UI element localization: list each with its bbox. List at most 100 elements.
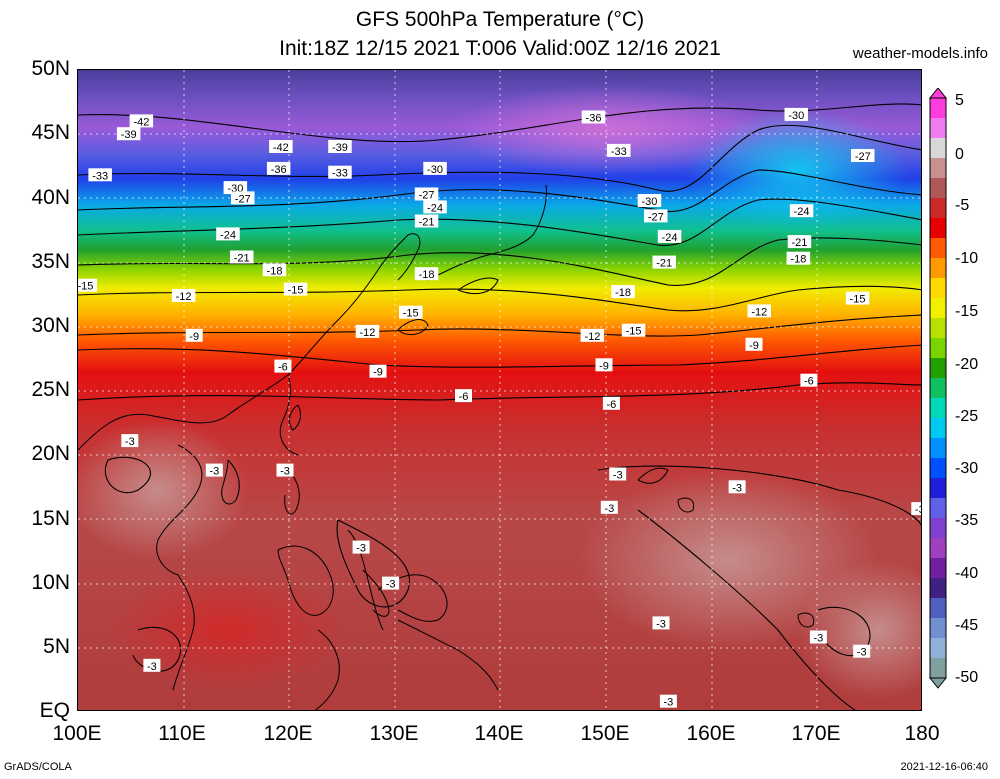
contour-label: -15: [845, 291, 870, 306]
contour-label: -6: [274, 359, 292, 374]
colorbar-band: [930, 458, 946, 479]
contour-label-bg: [276, 463, 294, 477]
contour-label-bg: [644, 209, 668, 223]
contour-label-text: -9: [189, 331, 199, 343]
contour-label-text: -42: [273, 142, 289, 154]
contour-label-text: -3: [857, 647, 867, 659]
colorbar-band: [930, 98, 946, 119]
contour-label: -3: [143, 658, 161, 673]
contour-label-bg: [659, 694, 677, 708]
colorbar-band: [930, 438, 946, 459]
contour-label: -21: [787, 235, 812, 249]
contour-label: -33: [88, 168, 112, 182]
contour-label-text: -24: [794, 206, 810, 218]
lat-label-10n: 10N: [31, 571, 70, 594]
contour-label: -30: [637, 194, 662, 208]
contour-label: -18: [414, 267, 439, 281]
lat-label-eq: EQ: [39, 699, 70, 722]
software-credit: GrADS/COLA: [4, 761, 72, 773]
contour-label-text: -3: [604, 503, 614, 515]
colorbar-band: [930, 158, 946, 179]
contour-label-text: -18: [267, 265, 283, 277]
contour-label-bg: [328, 140, 352, 153]
colorbar-band: [930, 118, 946, 139]
contour-label: -3: [728, 480, 746, 494]
colorbar-band: [930, 378, 946, 399]
contour-label-text: -12: [359, 327, 375, 339]
contour-label-text: -9: [599, 360, 609, 372]
contour-label: -27: [851, 149, 875, 163]
contour-label-text: -15: [403, 308, 419, 320]
colorbar-label-m50: -50: [955, 669, 979, 686]
lon-label-160e: 160E: [686, 722, 736, 745]
contour-label: -3: [352, 540, 370, 555]
lon-label-170e: 170E: [791, 722, 841, 745]
contour-label-bg: [580, 328, 605, 342]
lat-label-30n: 30N: [31, 314, 70, 337]
colorbar-band: [930, 298, 946, 319]
contour-label-bg: [600, 500, 618, 514]
colorbar-band: [930, 238, 946, 259]
lat-label-25n: 25N: [31, 378, 70, 401]
contour-label-text: -3: [280, 466, 290, 478]
lon-label-120e: 120E: [263, 722, 313, 745]
contour-label: -9: [595, 358, 613, 372]
colorbar-band: [930, 258, 946, 279]
map-canvas: -42-39-42 -39-36 -33 -30-36-33-30-27-33-30-…: [78, 70, 921, 710]
colorbar-bands: [929, 97, 947, 679]
colorbar-band: [930, 498, 946, 519]
colorbar-band: [930, 338, 946, 359]
contour-label: -9: [369, 364, 387, 379]
contour-label: -9: [745, 337, 763, 352]
cold-trough-area: [448, 85, 768, 175]
lat-label-50n: 50N: [31, 57, 70, 80]
contour-label-bg: [652, 616, 670, 630]
contour-label-text: -3: [656, 618, 666, 630]
colorbar-band: [930, 318, 946, 339]
contour-label-text: -36: [271, 164, 287, 176]
contour-label-bg: [121, 434, 139, 448]
contour-label-text: -24: [662, 232, 678, 244]
contour-label-bg: [230, 250, 254, 264]
contour-label: -9: [185, 328, 203, 343]
contour-label: -21: [230, 250, 254, 265]
lat-label-20n: 20N: [31, 442, 70, 465]
contour-label: -3: [382, 576, 400, 591]
contour-label-bg: [657, 229, 682, 243]
contour-label-bg: [355, 324, 380, 338]
contour-label: -12: [171, 289, 196, 303]
contour-label-bg: [205, 463, 223, 477]
contour-labels: -42-39-42 -39-36 -33 -30-36-33-30-27-33-30-…: [78, 107, 921, 709]
warm-pocket-central: [578, 470, 878, 650]
colorbar-label-m5: -5: [955, 197, 970, 214]
contour-label-bg: [911, 502, 921, 516]
contour-label-text: -27: [419, 190, 435, 202]
contour-label: -3: [659, 694, 677, 709]
contour-label-text: -3: [814, 633, 824, 645]
contour-label: -39: [328, 140, 352, 154]
contour-label-text: -30: [641, 196, 657, 208]
contour-label-bg: [786, 251, 811, 265]
lon-label-150e: 150E: [580, 722, 630, 745]
contour-label-bg: [414, 187, 439, 201]
colorbar-label-m10: -10: [955, 250, 979, 267]
contour-label-text: -6: [459, 391, 469, 403]
colorbar-band: [930, 518, 946, 539]
colorbar-band: [930, 418, 946, 439]
contour-label: -3: [121, 434, 139, 448]
contour-label-bg: [747, 304, 771, 318]
contour-label: -3: [911, 502, 921, 516]
contour-label: -3: [609, 467, 627, 482]
contour-label-text: -30: [427, 164, 443, 176]
contour-label-bg: [609, 467, 627, 481]
contour-label-bg: [171, 289, 196, 302]
contour-label-text: -21: [791, 237, 807, 249]
contour-label-text: -3: [613, 470, 623, 482]
contour-label-bg: [809, 630, 827, 644]
contour-label-bg: [143, 658, 161, 672]
contour-label-bg: [455, 389, 472, 403]
contour-label-bg: [845, 291, 870, 305]
cool-pocket-south: [108, 570, 348, 690]
contour-label-text: -33: [92, 170, 108, 182]
contour-label: -33: [328, 165, 352, 180]
